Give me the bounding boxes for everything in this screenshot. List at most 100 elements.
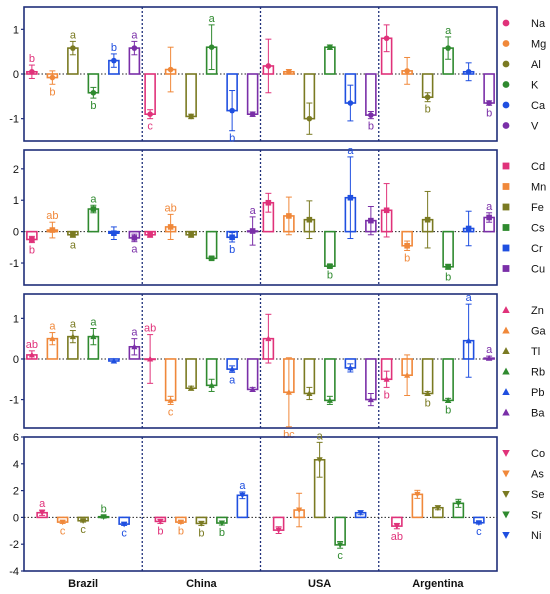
data-point (131, 235, 138, 241)
significance-letter: b (229, 133, 235, 145)
data-point (306, 216, 313, 223)
legend-label: Ca (531, 100, 546, 112)
legend-marker (502, 101, 510, 109)
significance-letter: a (49, 321, 56, 333)
legend-label: K (531, 80, 539, 92)
legend-label: Co (531, 448, 545, 460)
bar-Al-China (185, 73, 197, 118)
legend-label: Se (531, 489, 544, 501)
significance-letter: b (327, 270, 333, 282)
legend-marker (502, 40, 510, 47)
data-point (486, 100, 492, 106)
legend-label: Mn (531, 182, 546, 194)
x-category-label: Argentina (412, 578, 464, 590)
legend-marker (502, 203, 510, 211)
data-point (70, 231, 76, 238)
significance-letter: c (60, 525, 66, 537)
data-point (29, 236, 35, 243)
significance-letter: b (486, 107, 492, 119)
significance-letter: ab (391, 531, 403, 543)
data-point (110, 357, 117, 364)
y-tick-label: -2 (9, 539, 19, 551)
bar-V-USA (365, 73, 377, 116)
legend-marker (502, 511, 510, 519)
data-point (239, 492, 246, 499)
data-point (131, 45, 138, 51)
legend-marker (502, 326, 510, 334)
data-point (357, 510, 364, 516)
data-point (69, 333, 76, 340)
y-tick-label: 2 (13, 486, 19, 498)
significance-letter: c (80, 524, 86, 536)
data-point (265, 199, 272, 206)
data-point (188, 113, 194, 120)
data-point (306, 115, 313, 122)
data-point (465, 337, 472, 344)
significance-letter: a (90, 193, 97, 205)
significance-letter: ab (165, 202, 177, 214)
bar-Ga-China (164, 358, 177, 402)
data-point (347, 194, 354, 201)
data-point (404, 242, 410, 249)
y-tick-label: 0 (13, 512, 19, 524)
significance-letter: b (445, 271, 451, 283)
legend-label: Na (531, 18, 546, 30)
legend-marker (502, 81, 510, 88)
data-point (111, 57, 117, 64)
legend-marker (502, 408, 510, 416)
significance-letter: a (466, 292, 473, 304)
data-point (229, 365, 236, 372)
significance-letter: a (131, 244, 138, 256)
data-point (229, 107, 235, 114)
legend-marker (502, 531, 510, 539)
legend-label: Rb (531, 367, 545, 379)
data-point (475, 520, 482, 526)
data-point (465, 68, 472, 75)
significance-letter: a (486, 344, 493, 356)
data-point (455, 500, 462, 507)
data-point (445, 45, 451, 51)
data-point (131, 343, 138, 350)
significance-letter: a (250, 205, 257, 217)
legend-marker (502, 244, 510, 252)
significance-letter: a (90, 317, 97, 329)
bar-V-China (246, 73, 259, 116)
legend-marker (502, 388, 510, 396)
y-tick-label: 2 (13, 164, 19, 176)
data-point (177, 519, 184, 526)
data-point (208, 44, 215, 50)
significance-letter: b (90, 100, 96, 112)
y-tick-label: 1 (13, 24, 19, 36)
data-point (445, 263, 451, 270)
y-tick-label: -1 (9, 114, 19, 126)
bar-Cs-Argentina (442, 230, 454, 268)
legend-label: Cu (531, 264, 545, 276)
panel-1: -1 0 1 b c b a b b a a b b a b b Na Mg Al K Ca V (9, 6, 546, 145)
significance-letter: b (178, 525, 184, 537)
data-point (121, 521, 128, 528)
y-tick-label: -1 (9, 395, 19, 407)
data-point (208, 382, 215, 388)
significance-letter: a (70, 29, 77, 41)
data-point (383, 35, 390, 42)
legend-marker (502, 224, 510, 231)
significance-letter: c (476, 526, 482, 538)
data-point (465, 225, 472, 232)
significance-letter: b (229, 244, 235, 256)
significance-letter: bc (283, 429, 295, 441)
legend-marker (502, 183, 510, 190)
legend-marker (502, 60, 510, 68)
significance-letter: a (209, 13, 216, 25)
data-point (90, 333, 97, 340)
data-point (393, 523, 400, 530)
bar-V-Argentina (483, 73, 495, 104)
data-point (306, 390, 313, 397)
y-tick-label: -4 (9, 566, 19, 578)
significance-letter: b (425, 104, 431, 116)
bar-Cs-USA (324, 230, 336, 267)
data-point (347, 364, 354, 371)
y-tick-label: 0 (13, 354, 19, 366)
significance-letter: a (229, 374, 236, 386)
